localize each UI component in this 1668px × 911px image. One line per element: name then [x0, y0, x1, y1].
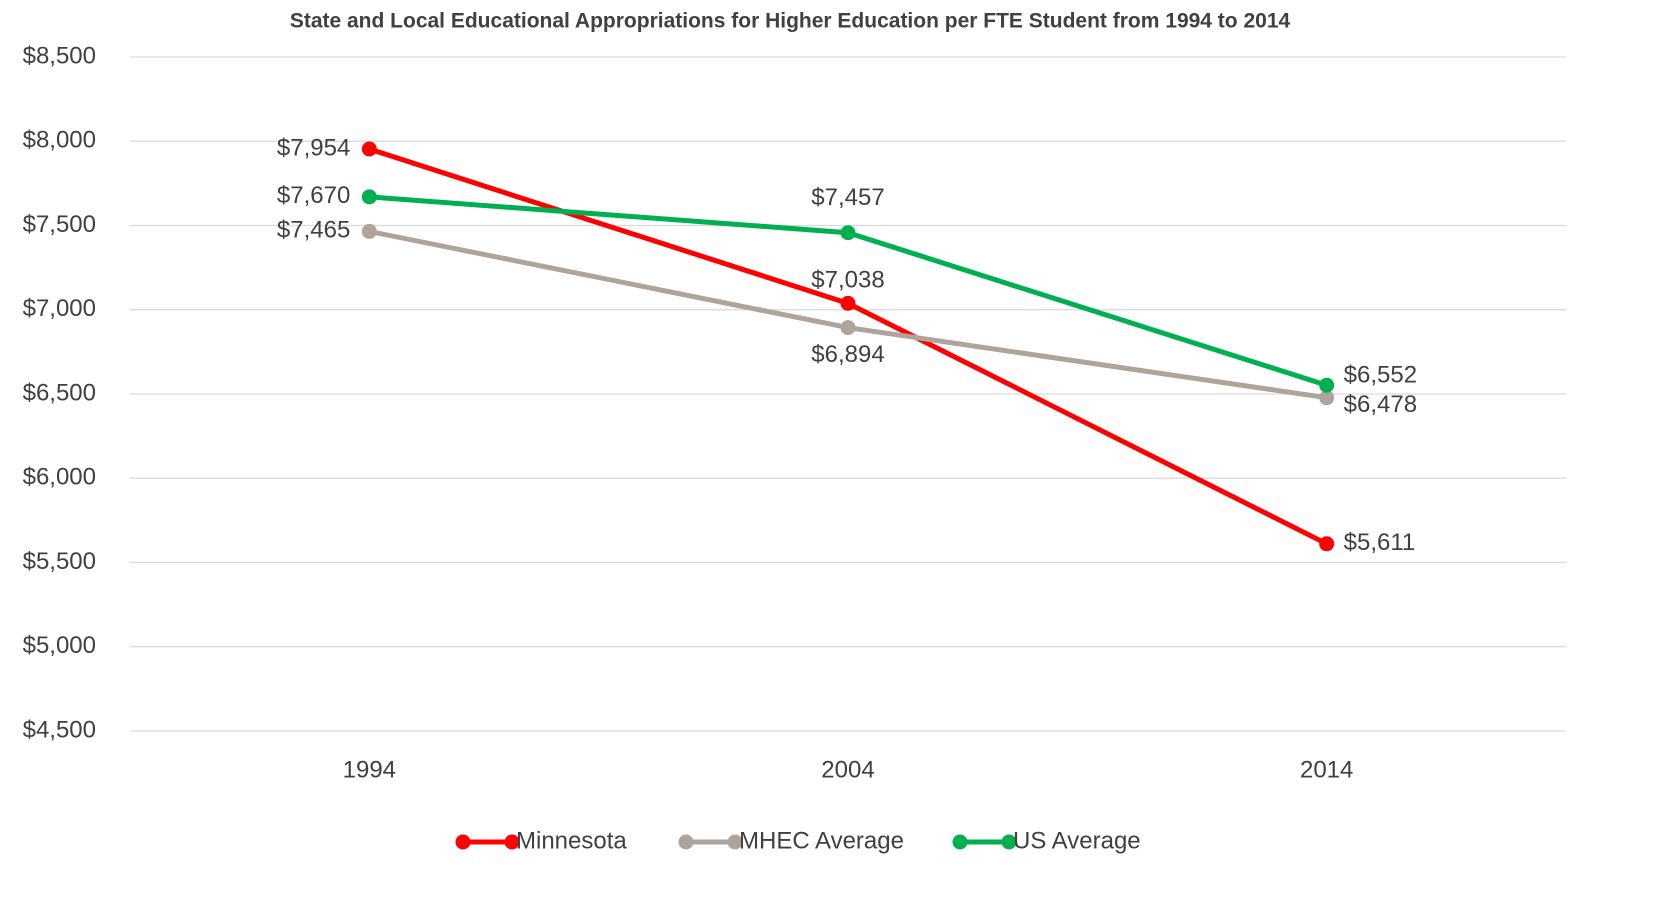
legend-marker — [727, 834, 743, 850]
data-label: $7,670 — [277, 182, 350, 209]
y-tick-label: $5,500 — [23, 548, 96, 575]
y-tick-label: $8,500 — [23, 42, 96, 69]
x-tick-label: 1994 — [343, 756, 396, 783]
data-label: $6,552 — [1344, 362, 1417, 389]
chart-title: State and Local Educational Appropriatio… — [290, 10, 1291, 33]
y-tick-label: $6,000 — [23, 464, 96, 491]
data-point — [840, 320, 856, 336]
data-point — [1319, 390, 1335, 406]
y-tick-label: $7,500 — [23, 211, 96, 238]
data-label: $6,894 — [811, 341, 884, 368]
data-point — [1319, 377, 1335, 393]
data-label: $7,954 — [277, 134, 350, 161]
legend-marker — [952, 834, 968, 850]
legend-marker — [678, 834, 694, 850]
x-tick-label: 2004 — [821, 756, 874, 783]
data-label: $7,038 — [811, 267, 884, 294]
y-tick-label: $4,500 — [23, 716, 96, 743]
data-label: $6,478 — [1344, 391, 1417, 418]
data-label: $7,457 — [811, 184, 884, 211]
data-point — [840, 295, 856, 311]
legend-label: US Average — [1013, 827, 1141, 854]
legend-marker — [455, 834, 471, 850]
y-tick-label: $5,000 — [23, 632, 96, 659]
legend-marker — [504, 834, 520, 850]
series-line — [368, 228, 1328, 401]
legend-label: MHEC Average — [739, 827, 904, 854]
data-point — [361, 141, 377, 157]
data-label: $7,465 — [277, 217, 350, 244]
data-point — [361, 189, 377, 205]
legend-label: Minnesota — [516, 827, 627, 854]
data-label: $5,611 — [1344, 529, 1416, 556]
data-point — [361, 223, 377, 239]
y-tick-label: $6,500 — [23, 379, 96, 406]
y-tick-label: $7,000 — [23, 295, 96, 322]
data-point — [1319, 536, 1335, 552]
legend-marker — [1001, 834, 1017, 850]
y-tick-label: $8,000 — [23, 127, 96, 154]
data-point — [840, 225, 856, 241]
x-tick-label: 2014 — [1300, 756, 1353, 783]
